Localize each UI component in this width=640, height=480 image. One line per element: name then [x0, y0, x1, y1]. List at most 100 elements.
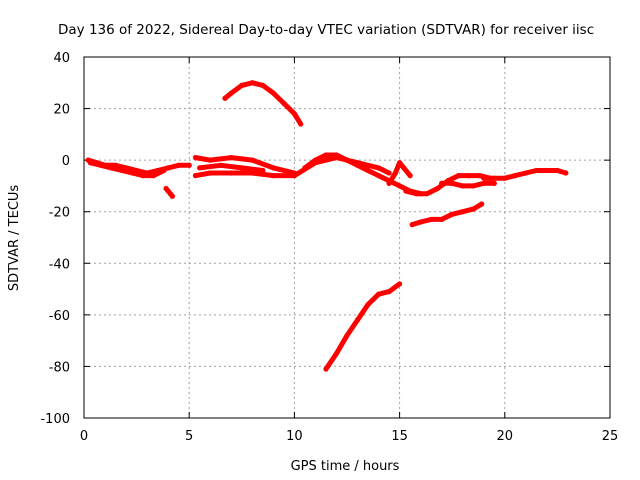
chart-title: Day 136 of 2022, Sidereal Day-to-day VTE… [58, 22, 594, 38]
data-point [270, 90, 276, 96]
data-point [165, 165, 171, 171]
data-point [222, 95, 228, 101]
data-point [428, 216, 434, 223]
data-point [108, 165, 114, 171]
data-point [312, 157, 319, 163]
series-arc-mid-5to8 [192, 154, 297, 176]
data-point [476, 173, 483, 179]
x-axis-label: GPS time / hours [291, 459, 400, 474]
series-layer [85, 80, 569, 372]
plot-frame [83, 56, 611, 419]
data-point [365, 301, 371, 308]
y-tick-label: -40 [49, 257, 70, 272]
data-point [418, 219, 424, 225]
data-point [470, 183, 476, 189]
data-point [397, 160, 403, 166]
data-point [228, 90, 234, 96]
data-point [424, 191, 430, 197]
series-arc-main-early-b [87, 160, 167, 179]
data-point [169, 193, 175, 199]
data-point [140, 173, 146, 179]
data-point [298, 121, 304, 127]
grid [84, 57, 610, 418]
data-point [344, 157, 350, 163]
series-arc-spike-15h [386, 160, 413, 186]
data-point [344, 332, 350, 339]
data-point [502, 175, 508, 181]
x-tick-label: 15 [391, 429, 408, 444]
data-point [281, 100, 287, 107]
data-point [563, 170, 569, 176]
data-point [249, 157, 255, 163]
series-arc-mid-5to8-b [197, 162, 266, 174]
data-point [302, 165, 308, 171]
data-point [512, 173, 518, 179]
data-point [87, 160, 93, 166]
data-point [439, 216, 445, 223]
data-point [449, 211, 455, 217]
data-point [481, 180, 487, 186]
data-point [533, 167, 539, 174]
data-point [413, 191, 420, 197]
data-point [228, 154, 234, 161]
data-point [207, 170, 213, 176]
series-line [197, 162, 266, 173]
data-point [401, 165, 407, 171]
data-point [150, 173, 157, 179]
data-point [323, 152, 329, 158]
data-point [249, 80, 255, 86]
data-point [119, 167, 125, 174]
data-point [333, 350, 340, 357]
data-point [386, 180, 392, 186]
data-point [354, 317, 361, 323]
series-arc-lower-16to19 [409, 201, 485, 228]
data-point [161, 167, 167, 174]
data-point [481, 175, 487, 181]
data-point [392, 170, 398, 176]
data-point [207, 157, 213, 163]
data-point [333, 152, 340, 158]
data-point [239, 165, 245, 171]
data-point [409, 222, 415, 228]
data-point [375, 173, 382, 179]
data-point [365, 167, 371, 174]
data-point [192, 154, 199, 161]
data-point [260, 82, 266, 88]
y-axis-label: SDTVAR / TECUs [7, 185, 22, 292]
series-line [323, 281, 403, 372]
data-point [491, 175, 497, 181]
series-line [222, 80, 304, 127]
x-tick-label: 25 [602, 429, 619, 444]
data-point [176, 162, 182, 168]
data-point [386, 289, 392, 295]
data-point [434, 185, 441, 192]
data-point [260, 167, 266, 174]
y-tick-label: -100 [40, 412, 70, 427]
data-point [470, 206, 476, 212]
data-point [354, 162, 361, 168]
data-point [397, 281, 403, 287]
data-point [544, 167, 550, 174]
data-point [98, 162, 104, 168]
y-tick-label: 0 [62, 154, 70, 169]
tick-labels: 0 5 10 15 20 25 40 20 0 -20 -40 -60 -80 -100 [40, 51, 618, 444]
data-point [403, 188, 409, 194]
data-point [554, 167, 561, 174]
x-tick-label: 5 [185, 429, 193, 444]
data-point [228, 170, 234, 176]
x-tick-label: 10 [286, 429, 303, 444]
y-tick-label: -80 [49, 360, 70, 375]
x-tick-label: 0 [80, 429, 88, 444]
data-point [386, 170, 392, 176]
data-point [523, 170, 529, 176]
data-point [270, 173, 276, 179]
data-point [186, 162, 192, 168]
data-point [129, 170, 135, 176]
series-line [439, 180, 497, 189]
data-point [407, 173, 413, 179]
series-arc-low-11to15 [323, 281, 403, 372]
data-point [375, 291, 382, 297]
data-point [491, 180, 497, 186]
data-point [455, 173, 462, 179]
